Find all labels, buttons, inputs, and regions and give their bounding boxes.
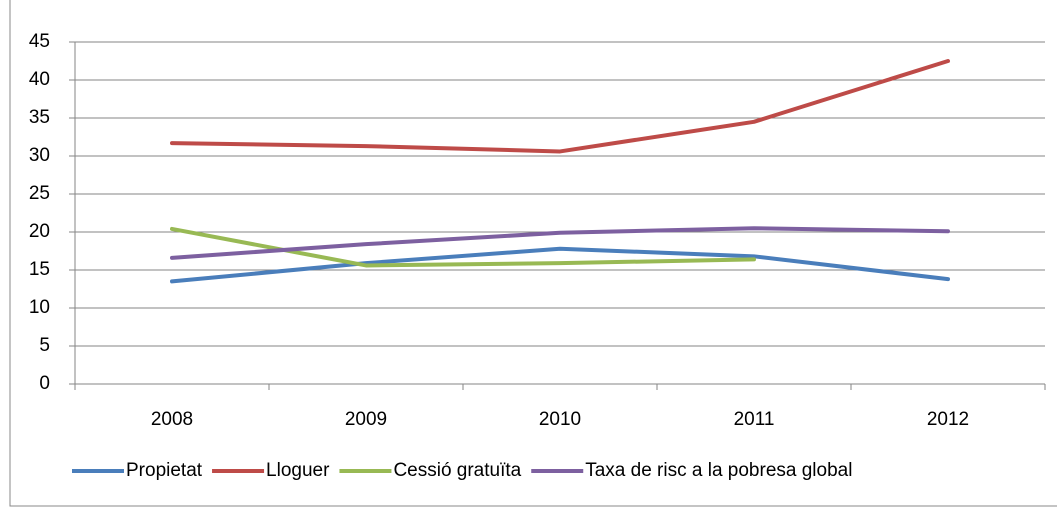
- chart-frame: [9, 0, 1057, 507]
- y-tick-label: 25: [29, 183, 50, 204]
- x-tick-label: 2011: [734, 409, 775, 430]
- series-line: [170, 226, 756, 268]
- legend-label: Propietat: [126, 460, 203, 481]
- y-tick-label: 15: [29, 259, 50, 280]
- series-line: [170, 246, 950, 284]
- legend-label: Cessió gratuïta: [393, 460, 521, 481]
- y-tick-label: 45: [29, 31, 50, 52]
- y-tick-label: 10: [29, 297, 50, 318]
- y-tick-label: 30: [29, 145, 50, 166]
- y-tick-label: 40: [29, 69, 50, 90]
- x-tick-label: 2008: [151, 409, 193, 430]
- series-line: [170, 226, 950, 260]
- legend-label: Lloguer: [266, 460, 330, 481]
- legend-label: Taxa de risc a la pobresa global: [585, 460, 852, 481]
- y-tick-label: 0: [39, 373, 50, 394]
- x-tick-label: 2012: [927, 409, 969, 430]
- series-line: [170, 59, 950, 154]
- y-tick-label: 20: [29, 221, 50, 242]
- x-tick-label: 2010: [539, 409, 581, 430]
- y-tick-label: 5: [39, 335, 50, 356]
- x-tick-label: 2009: [345, 409, 387, 430]
- y-tick-label: 35: [29, 107, 50, 128]
